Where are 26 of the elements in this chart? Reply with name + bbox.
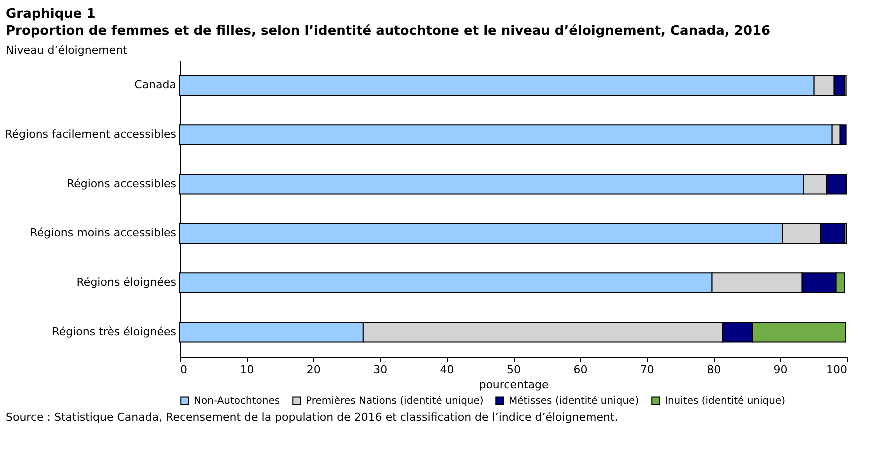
x-tick-label: 70 bbox=[640, 364, 654, 376]
y-tick-label: Régions éloignées bbox=[76, 276, 177, 289]
y-axis-title: Niveau d’éloignement bbox=[6, 44, 128, 57]
x-axis-title: pourcentage bbox=[479, 378, 550, 392]
x-tick-label: 50 bbox=[507, 364, 521, 376]
legend-label: Inuites (identité unique) bbox=[665, 396, 786, 408]
y-tick-label: Régions très éloignées bbox=[52, 325, 177, 338]
x-tick-label: 20 bbox=[306, 364, 321, 376]
legend-label: Métisses (identité unique) bbox=[509, 396, 640, 408]
x-tick-label: 100 bbox=[826, 364, 848, 376]
text: Graphique 1 bbox=[6, 6, 97, 23]
x-tick-label: 90 bbox=[774, 364, 788, 376]
x-tick-label: 60 bbox=[574, 364, 588, 376]
x-tick-label: 40 bbox=[440, 364, 454, 376]
x-tick-label: 30 bbox=[374, 364, 388, 376]
chart-subtitle: Proportion de femmes et de filles, selon l’identité autochtone et le niveau d’éloignement, Canada, 2016 bbox=[6, 23, 772, 40]
x-tick-label: 10 bbox=[240, 364, 254, 376]
x-tick-label: 0 bbox=[180, 364, 188, 376]
source-note: Source : Statistique Canada, Recensement de la population de 2016 et classification de l’indice d’éloignement. bbox=[6, 411, 620, 424]
y-tick-label: Régions moins accessibles bbox=[30, 226, 177, 240]
legend-label: Premières Nations (identité unique) bbox=[306, 396, 484, 408]
legend-label: Non-Autochtones bbox=[194, 396, 280, 408]
y-tick-label: Canada bbox=[134, 78, 176, 92]
y-tick-label: Régions accessibles bbox=[66, 177, 177, 190]
y-tick-label: Régions facilement accessibles bbox=[5, 128, 177, 141]
x-tick-label: 80 bbox=[707, 364, 722, 376]
